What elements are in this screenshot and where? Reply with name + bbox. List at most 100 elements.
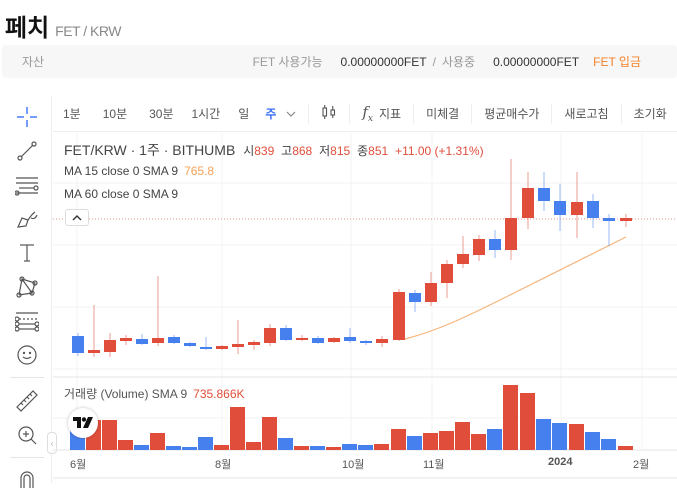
volume-bar — [294, 446, 309, 450]
horizontal-lines-icon[interactable] — [14, 172, 40, 198]
interval-30m[interactable]: 30분 — [149, 107, 174, 121]
ma60-label: MA 60 close 0 SMA 9 — [64, 187, 179, 201]
x-axis-label: 6월 — [70, 459, 87, 471]
interval-1h[interactable]: 1시간 — [191, 107, 221, 121]
fx-icon: fx — [362, 103, 373, 124]
interval-10m[interactable]: 10분 — [102, 107, 128, 121]
volume-bar — [487, 429, 502, 450]
fib-icon[interactable] — [14, 308, 40, 334]
chart-type-button[interactable] — [313, 104, 345, 123]
in-use-label: 사용중 — [441, 55, 476, 69]
volume-bar — [358, 445, 373, 450]
open-value: 839 — [254, 144, 275, 158]
candle — [425, 283, 437, 302]
toolbar-divider — [551, 103, 553, 124]
volume-value: 735.866K — [193, 387, 245, 401]
volume-bar — [601, 439, 616, 450]
candle — [312, 338, 324, 343]
candle — [264, 328, 276, 343]
crosshair-icon[interactable] — [14, 104, 40, 130]
interval-day[interactable]: 일 — [238, 107, 250, 121]
collapse-legend-button[interactable] — [65, 209, 89, 226]
refresh-button[interactable]: 새로고침 — [564, 107, 609, 121]
available-value: 0.00000000FET — [340, 54, 427, 69]
low-value: 815 — [330, 144, 351, 158]
x-axis-label: 2월 — [633, 459, 650, 471]
candle — [620, 218, 632, 221]
toolbar-divider — [349, 103, 351, 124]
candle — [328, 338, 340, 342]
volume-bar — [262, 417, 277, 450]
candle — [344, 337, 356, 341]
zoom-in-icon[interactable] — [14, 422, 40, 448]
volume-bar — [166, 446, 181, 450]
x-axis-label: 2024 — [548, 456, 573, 468]
trend-line-icon[interactable] — [14, 138, 40, 164]
low-label: 저 — [319, 144, 331, 158]
close-value: 851 — [368, 144, 389, 158]
volume-legend[interactable]: 거래량 (Volume) SMA 9 735.866K — [64, 385, 245, 402]
candle — [409, 293, 421, 302]
chevron-down-icon — [286, 111, 296, 117]
chevron-up-icon — [72, 214, 82, 220]
ma60-legend[interactable]: MA 60 close 0 SMA 9 — [64, 187, 178, 201]
unfilled-orders-button[interactable]: 미체결 — [426, 107, 460, 121]
ruler-icon[interactable] — [14, 388, 40, 414]
text-icon[interactable] — [14, 240, 40, 266]
candle — [538, 188, 550, 201]
candlestick-icon — [322, 105, 336, 119]
toolbar-divider — [413, 103, 415, 124]
volume-bar — [423, 433, 438, 450]
volume-bar — [182, 447, 197, 450]
pattern-icon[interactable] — [14, 274, 40, 300]
volume-bar — [520, 393, 535, 450]
candle — [393, 292, 405, 340]
separator: / — [432, 54, 436, 69]
candle — [571, 202, 583, 215]
toolbar-divider — [471, 103, 473, 124]
in-use-value: 0.00000000FET — [493, 54, 580, 69]
volume-bar — [134, 445, 149, 450]
volume-bar — [214, 445, 229, 450]
volume-bar — [246, 442, 261, 450]
candle — [505, 218, 517, 250]
reset-button[interactable]: 초기화 — [633, 107, 667, 121]
toolbox-divider — [10, 377, 44, 378]
chart-legend: FET/KRW · 1주 · BITHUMB 시839 고868 저815 종8… — [64, 140, 484, 160]
indicators-button[interactable]: fx 지표 — [354, 103, 409, 124]
interval-1m[interactable]: 1분 — [63, 107, 81, 121]
candle — [489, 239, 501, 250]
volume-bar — [326, 447, 341, 450]
volume-bar — [536, 419, 551, 450]
deposit-link[interactable]: FET 입금 — [593, 55, 641, 69]
candle — [232, 344, 244, 347]
volume-bar — [503, 385, 518, 450]
tradingview-logo[interactable] — [68, 408, 98, 438]
candle — [200, 347, 212, 349]
available-label: FET 사용가능 — [252, 55, 323, 69]
interval-week[interactable]: 주 — [265, 107, 277, 121]
volume-bar — [374, 444, 389, 450]
magnet-icon[interactable] — [14, 466, 40, 492]
volume-bar — [391, 429, 406, 450]
candle — [587, 201, 599, 218]
brush-icon[interactable] — [14, 206, 40, 232]
candle — [296, 338, 308, 340]
volume-bar — [230, 407, 245, 450]
page-header: 페치 FET / KRW — [5, 8, 121, 43]
volume-bar — [198, 437, 213, 450]
high-label: 고 — [281, 144, 293, 158]
toolbar-divider — [308, 103, 310, 124]
collapse-toolbox-button[interactable]: ‹ — [47, 432, 57, 454]
avg-price-button[interactable]: 평균매수가 — [484, 107, 540, 121]
volume-bar — [471, 434, 486, 450]
symbol-label: FET/KRW · 1주 · BITHUMB — [64, 142, 236, 158]
interval-dropdown[interactable] — [284, 107, 304, 121]
volume-bar — [118, 440, 133, 450]
ma15-legend[interactable]: MA 15 close 0 SMA 9 765.8 — [64, 164, 214, 178]
candle — [216, 346, 228, 349]
volume-bar — [310, 446, 325, 450]
volume-bar — [455, 422, 470, 450]
emoji-icon[interactable] — [14, 342, 40, 368]
